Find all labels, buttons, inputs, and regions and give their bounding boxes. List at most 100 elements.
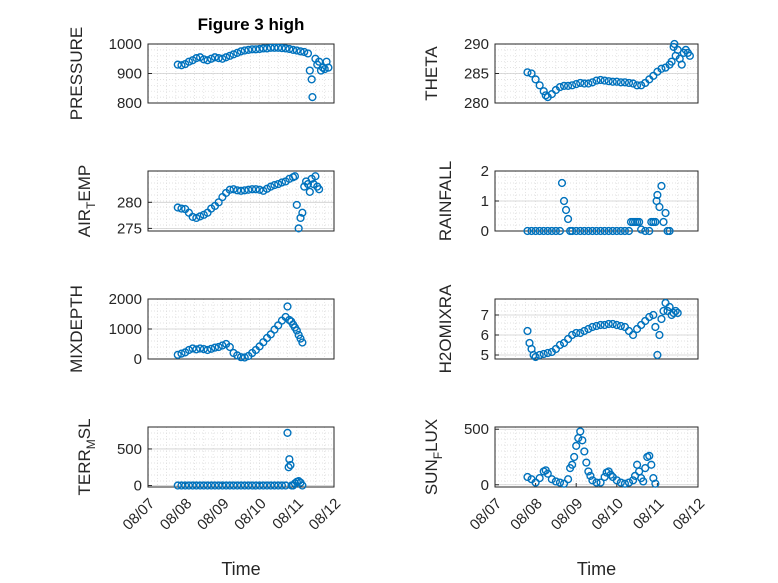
y-axis-label: TERRMSL <box>75 418 98 495</box>
y-tick-label: 800 <box>117 95 142 112</box>
data-point <box>559 81 569 90</box>
y-tick-label: 2000 <box>109 291 142 308</box>
data-point <box>628 330 638 340</box>
data-point <box>298 208 307 217</box>
x-tick-label: 08/07 <box>120 495 159 534</box>
minor-grid <box>148 171 334 231</box>
y-tick-label: 290 <box>464 36 489 53</box>
data-point <box>288 45 298 55</box>
axes-frame <box>147 170 335 232</box>
data-point <box>240 186 249 195</box>
data-point <box>210 53 220 62</box>
data-point <box>563 81 573 90</box>
data-point <box>572 441 581 450</box>
data-point <box>624 78 634 88</box>
data-point <box>236 186 246 195</box>
data-point <box>307 75 316 84</box>
subplot-6: 5 6 7 H2OMIXRA <box>436 284 699 373</box>
data-point <box>305 187 314 196</box>
y-tick-label: 0 <box>134 478 142 495</box>
data-point <box>277 481 287 490</box>
data-point <box>651 322 660 332</box>
x-tick-label: 08/08 <box>157 495 196 534</box>
y-axis-label: THETA <box>422 46 441 101</box>
data-point <box>596 226 605 236</box>
data-point <box>292 200 301 210</box>
data-point <box>584 467 593 476</box>
data-point <box>285 455 294 464</box>
data-point <box>580 79 589 88</box>
data-point <box>547 226 556 236</box>
y-tick-label: 0 <box>481 223 489 240</box>
data-point <box>535 226 544 236</box>
data-point <box>616 321 625 331</box>
data-point <box>568 226 577 236</box>
data-point <box>555 340 565 350</box>
data-point <box>218 341 227 350</box>
data-point <box>195 344 205 353</box>
data-point <box>303 49 313 58</box>
data-point <box>523 472 532 482</box>
data-point <box>624 226 634 236</box>
data-point <box>568 460 577 469</box>
data-point <box>600 320 609 330</box>
data-point <box>285 44 294 54</box>
series-markers <box>173 302 307 362</box>
series-markers <box>173 428 307 490</box>
data-point <box>192 54 201 63</box>
data-point <box>584 79 593 88</box>
data-point <box>195 212 205 221</box>
data-point <box>578 436 587 445</box>
data-point <box>637 225 646 234</box>
data-point <box>600 226 609 236</box>
data-point <box>572 328 581 338</box>
data-point <box>645 312 654 322</box>
data-point <box>555 478 565 487</box>
data-point <box>628 476 638 485</box>
data-point <box>539 87 548 96</box>
series-markers <box>523 178 674 236</box>
data-point <box>283 302 292 311</box>
y-axis-label: MIXDEPTH <box>67 285 86 373</box>
data-point <box>628 79 638 88</box>
y-tick-label: 7 <box>481 307 489 324</box>
data-point <box>555 226 565 236</box>
data-point <box>651 217 660 227</box>
data-point <box>286 460 295 470</box>
data-point <box>305 66 314 75</box>
data-point <box>612 77 621 86</box>
data-point <box>641 226 650 236</box>
data-point <box>657 64 666 73</box>
data-point <box>535 474 544 483</box>
data-point <box>203 345 212 355</box>
data-point <box>645 226 654 236</box>
subplot-8: 0 500 08/07 08/08 08/09 08/10 08/11 08/12 Time SU… <box>422 419 708 579</box>
data-point <box>529 350 538 360</box>
y-axis-label: H2OMIXRA <box>436 284 455 373</box>
data-point <box>296 334 305 343</box>
data-point <box>543 226 552 236</box>
data-point <box>203 56 212 65</box>
data-point <box>608 226 617 236</box>
data-point <box>563 214 573 224</box>
data-point <box>649 310 658 320</box>
data-point <box>635 217 644 227</box>
y-tick-label: 280 <box>464 95 489 112</box>
x-axis-label: Time <box>221 559 260 579</box>
data-point <box>641 464 650 473</box>
series-markers <box>523 298 682 362</box>
series-markers <box>523 39 694 102</box>
data-point <box>229 185 238 194</box>
subplot-2: 280 285 290 THETA <box>422 36 699 112</box>
y-tick-label: 500 <box>464 421 489 438</box>
data-point <box>620 78 630 87</box>
data-point <box>290 172 300 181</box>
data-point <box>588 226 597 236</box>
y-tick-label: 5 <box>481 347 489 364</box>
data-point <box>620 479 630 488</box>
data-point <box>535 81 544 90</box>
data-point <box>582 458 591 467</box>
data-point <box>608 77 617 86</box>
